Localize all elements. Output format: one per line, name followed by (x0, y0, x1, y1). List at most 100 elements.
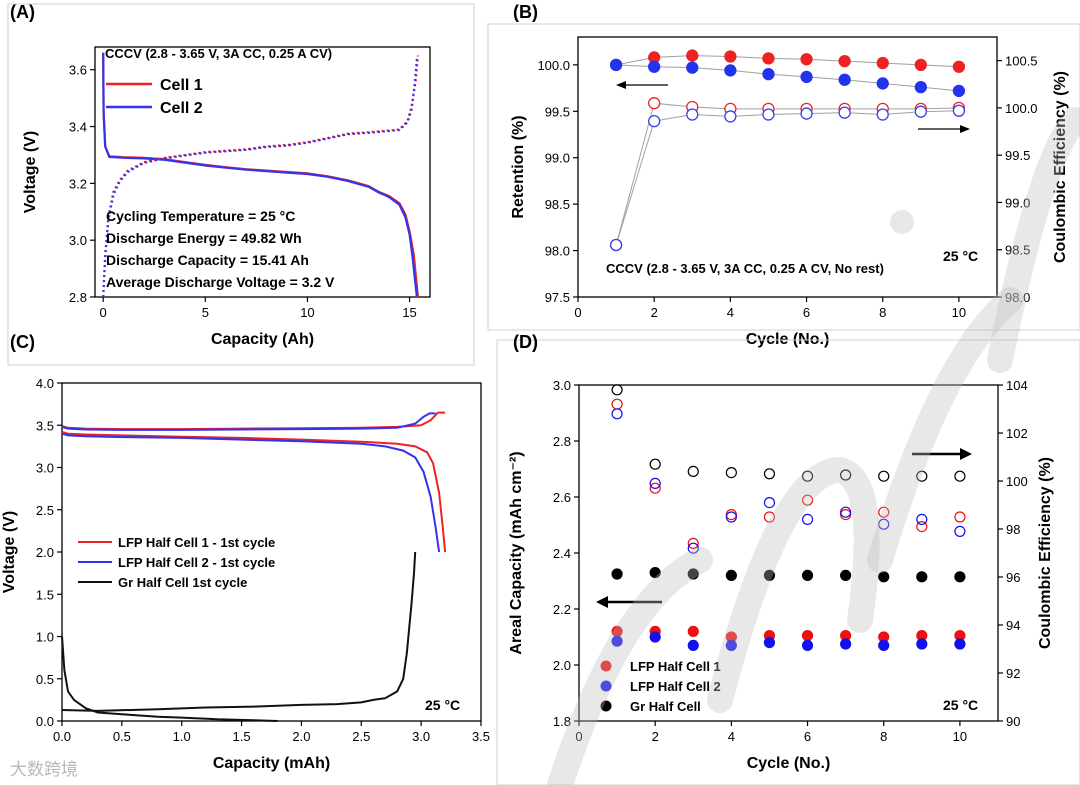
y2-tick-label-d: 90 (1006, 714, 1020, 729)
y-tick-label-c: 2.5 (36, 503, 54, 518)
data-point (914, 105, 927, 118)
data-point (687, 568, 699, 580)
data-point (876, 77, 889, 90)
x-tick-label-b: 10 (952, 305, 966, 320)
data-point (762, 52, 775, 65)
data-point (649, 458, 661, 470)
plot-frame-a (94, 46, 431, 298)
data-point (648, 114, 661, 128)
panel-a: (A) 0 5 10 15 2.8 3.0 3.2 3.4 3.6 Capacity (Ah) Vol… (7, 2, 475, 366)
y-tick-label-d: 3.0 (553, 378, 571, 393)
y-tick-label-c: 3.0 (36, 461, 54, 476)
watermark-stroke (867, 287, 1023, 573)
y2-tick-label-d: 104 (1006, 378, 1028, 393)
x-tick-label-c: 1.0 (173, 729, 191, 744)
x-tick-label-d: 10 (953, 729, 967, 744)
watermark-dot (890, 210, 914, 234)
y2-tick-label-b: 98.5 (1005, 243, 1030, 258)
data-point (649, 477, 661, 489)
panel-d-border (496, 339, 1080, 785)
temperature-label: 25 °C (425, 697, 460, 713)
stat-text: Average Discharge Voltage = 3.2 V (106, 274, 335, 290)
x-axis-label-a: Capacity (Ah) (211, 331, 314, 348)
data-point (914, 80, 927, 94)
legend-label: LFP Half Cell 1 (630, 659, 721, 674)
data-point (648, 97, 661, 110)
data-point (876, 56, 889, 70)
y-tick-label-c: 0.0 (36, 714, 54, 729)
data-point (763, 511, 776, 523)
legend-label: Gr Half Cell 1st cycle (118, 575, 247, 590)
y-tick-label-d: 1.8 (553, 714, 571, 729)
series-line (61, 412, 436, 431)
data-point (916, 638, 928, 650)
data-point (916, 470, 928, 482)
plot-frame-c (61, 382, 482, 722)
data-point (954, 525, 966, 538)
data-point (878, 518, 890, 530)
left-axis-arrowhead (596, 596, 608, 608)
y-tick-label-a: 3.4 (69, 120, 87, 135)
data-point (611, 635, 623, 647)
y2-tick-label-b: 99.5 (1005, 148, 1030, 163)
y-tick-label-c: 2.0 (36, 545, 54, 560)
corner-watermark-text: 大数跨境 (10, 760, 78, 780)
x-tick-label-d: 0 (575, 729, 582, 744)
data-point (686, 108, 699, 121)
y-tick-label-a: 3.6 (69, 63, 87, 78)
data-point (687, 542, 699, 554)
data-point (801, 513, 814, 526)
data-point (649, 566, 661, 579)
y-tick-label-a: 2.8 (69, 290, 87, 305)
x-tick-label-c: 3.5 (472, 729, 490, 744)
data-point (611, 408, 623, 420)
data-point (916, 520, 928, 533)
series-line (61, 411, 446, 431)
legend-marker (600, 680, 612, 692)
x-axis-label-d: Cycle (No.) (747, 755, 831, 772)
data-point (878, 506, 890, 518)
data-point (724, 50, 737, 63)
y2-tick-label-d: 100 (1006, 474, 1028, 489)
series-line-cell-2-discharge (102, 52, 418, 298)
data-point (762, 108, 775, 121)
panel-d-label: (D) (513, 332, 538, 352)
data-point (840, 469, 852, 481)
data-point (725, 511, 737, 523)
series-line (61, 636, 278, 722)
x-tick-label-c: 1.5 (233, 729, 251, 744)
data-point (801, 639, 814, 652)
data-point (952, 60, 966, 73)
data-point (878, 571, 890, 583)
data-point (954, 638, 966, 650)
panel-b: (B) 0 2 4 6 8 10 97.5 98.0 98.5 99.0 99.5 100.0 98.0 9… (487, 2, 1080, 348)
data-point (611, 384, 623, 396)
y-axis-label-b: Retention (%) (510, 115, 527, 218)
data-point (686, 61, 699, 74)
data-point (611, 398, 623, 410)
y2-tick-label-b: 100.0 (1005, 101, 1038, 116)
legend-label: LFP Half Cell 2 (630, 679, 721, 694)
data-point (763, 468, 776, 480)
y-tick-label-d: 2.4 (553, 546, 571, 561)
manuscript-watermark (547, 107, 1080, 785)
y-tick-label-c: 1.0 (36, 630, 54, 645)
y-tick-label-a: 3.2 (69, 176, 87, 191)
y-tick-label-b: 98.0 (545, 244, 570, 259)
panel-a-label: (A) (10, 2, 35, 22)
data-point (801, 629, 814, 642)
watermark-stroke (707, 456, 880, 713)
legend-label: LFP Half Cell 1 - 1st cycle (118, 535, 275, 550)
y-tick-label-a: 3.0 (69, 233, 87, 248)
stat-text: Cycling Temperature = 25 °C (106, 208, 295, 224)
y-tick-label-c: 3.5 (36, 418, 54, 433)
x-tick-label-d: 4 (728, 729, 735, 744)
panel-d: (D) 0 2 4 6 8 10 1.8 2.0 2.2 2.4 2.6 2.8 3.0 90 92 94 96 9… (496, 332, 1080, 785)
x-tick-label-b: 8 (879, 305, 886, 320)
x-tick-label-a: 0 (100, 305, 107, 320)
y2-tick-label-b: 98.0 (1005, 290, 1030, 305)
panel-b-label: (B) (513, 2, 538, 22)
x-tick-label-d: 8 (880, 729, 887, 744)
series-line (61, 551, 417, 712)
